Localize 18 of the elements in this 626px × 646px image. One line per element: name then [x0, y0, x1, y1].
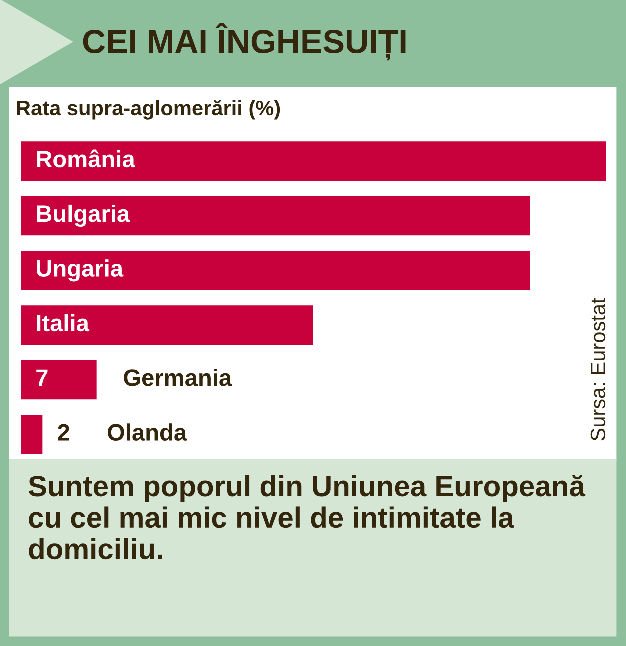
bar [21, 250, 530, 290]
y-tick-label: Bulgaria [37, 204, 130, 228]
bar [21, 306, 314, 346]
bar [21, 142, 606, 182]
chart-title: CEI MAI ÎNGHESUIȚI [83, 23, 406, 61]
annotation: Sursa: Eurostat [590, 298, 606, 441]
y-tick-label: Germania [124, 368, 232, 386]
text: Suntem poporul din Uniunea Europeană cu cel mai mic nivel de intimitate la domiciliu. [28, 475, 586, 560]
bar [21, 196, 530, 236]
y-tick-label: România [37, 150, 136, 168]
y-tick-label: Ungaria [37, 260, 124, 282]
y-tick-label: Italia [37, 314, 90, 332]
data-label: 7 [36, 370, 48, 386]
bar [21, 414, 43, 454]
y-tick-label: Olanda [108, 424, 188, 442]
chart-subtitle: Rata supra-aglomerării (%) [17, 100, 280, 120]
data-label: 2 [58, 424, 70, 441]
bar [21, 360, 97, 400]
